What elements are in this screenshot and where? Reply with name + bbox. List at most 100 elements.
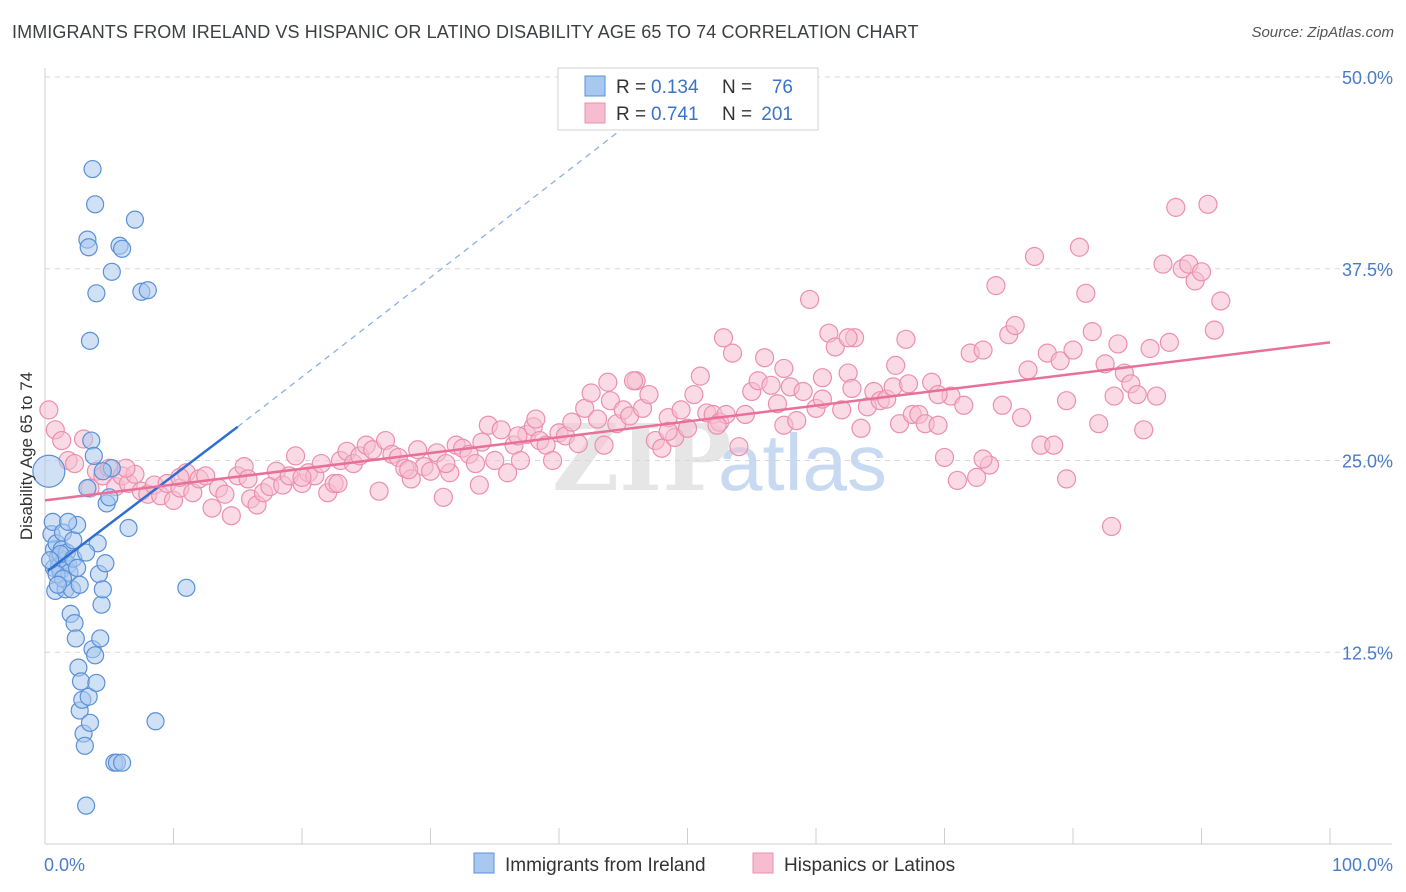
hispanics-point [311, 453, 331, 474]
chart-title: IMMIGRANTS FROM IRELAND VS HISPANIC OR L… [12, 22, 919, 42]
hispanics-point [722, 343, 743, 363]
hispanics-point [328, 473, 348, 494]
legend-r-value-1: 0.134 [651, 77, 699, 98]
legend-r-label-1: R = [616, 77, 646, 98]
trendline-ireland [46, 425, 239, 572]
legend-n-label-2: N = [722, 104, 752, 125]
hispanics-point [1101, 516, 1122, 537]
ireland-point [75, 736, 94, 755]
hispanics-point [465, 453, 486, 474]
y-tick-label-3: 50.0% [1342, 68, 1393, 88]
bottom-legend-swatch-ireland [473, 852, 495, 874]
y-axis-label: Disability Age 65 to 74 [17, 372, 36, 540]
hispanics-point [992, 395, 1012, 415]
hispanics-point [947, 470, 967, 491]
hispanics-point [1153, 254, 1173, 274]
hispanics-point [292, 467, 312, 487]
hispanics-point [883, 377, 903, 397]
ireland-point [48, 575, 67, 594]
hispanics-point [1159, 332, 1179, 352]
hispanics-point [510, 450, 531, 471]
hispanics-point [842, 378, 862, 399]
ireland-point [91, 629, 110, 648]
hispanics-point [52, 430, 72, 451]
hispanics-point [761, 375, 781, 395]
ireland-point [41, 551, 60, 570]
hispanics-point [729, 437, 749, 457]
hispanics-point [1044, 435, 1064, 455]
hispanics-point [896, 329, 916, 349]
hispanics-point [1166, 197, 1186, 217]
hispanics-point [851, 418, 871, 438]
hispanics-point [838, 328, 858, 348]
hispanics-point [928, 415, 948, 435]
hispanics-point [369, 481, 389, 501]
hispanics-point [623, 371, 644, 391]
ireland-point [112, 753, 132, 772]
hispanics-point [690, 366, 710, 386]
hispanics-point [754, 348, 775, 368]
hispanics-point [767, 394, 788, 414]
ireland-point [83, 159, 102, 179]
ireland-point [82, 431, 101, 450]
bottom-legend-label-ireland: Immigrants from Ireland [505, 855, 706, 876]
hispanics-point [677, 418, 698, 438]
hispanics-point [1134, 420, 1154, 440]
y-tick-label-2: 37.5% [1342, 260, 1393, 280]
ireland-point [177, 578, 196, 597]
ireland-point [87, 673, 106, 693]
hispanics-point [707, 415, 727, 435]
hispanics-point [713, 328, 734, 348]
hispanics-point [238, 469, 258, 489]
hispanics-point [1063, 340, 1083, 360]
ireland-point [80, 331, 100, 350]
hispanics-point [542, 450, 563, 471]
hispanics-point [64, 453, 85, 474]
x-tick-label-0: 0.0% [44, 855, 85, 875]
hispanics-point [594, 435, 614, 455]
ireland-point [102, 262, 121, 281]
ireland-point [68, 558, 87, 577]
hispanics-point [1108, 334, 1128, 354]
hispanics-point [1127, 384, 1147, 405]
hispanics-point [639, 384, 659, 405]
legend-n-label-1: N = [722, 77, 752, 98]
legend-r-value-2: 0.741 [651, 104, 699, 125]
hispanics-point [973, 449, 993, 469]
watermark-zip: ZIP [552, 404, 731, 512]
hispanics-point [1198, 194, 1218, 214]
tick-labels: 12.5% 25.0% 37.5% 50.0% 0.0% 100.0% [44, 68, 1393, 875]
hispanics-point [799, 289, 820, 310]
hispanics-point [285, 446, 306, 466]
ireland-point [138, 281, 157, 300]
legend-n-value-1: 76 [772, 77, 793, 98]
hispanics-point [485, 450, 505, 471]
hispanics-point [433, 487, 453, 507]
ireland-point [79, 687, 98, 706]
hispanics-point [498, 463, 518, 483]
hispanics-point [1211, 291, 1231, 311]
hispanics-point [787, 411, 807, 431]
hispanics-point [202, 498, 222, 518]
trendline-ireland-extension [237, 102, 656, 428]
ireland-point [87, 284, 106, 303]
hispanics-point [1005, 315, 1025, 336]
hispanics-point [934, 447, 955, 468]
ireland-point [79, 238, 98, 257]
hispanics-point [1140, 338, 1160, 359]
hispanics-point [928, 384, 948, 405]
hispanics-point [1069, 237, 1090, 257]
ireland-point [112, 239, 132, 258]
ireland-point [71, 672, 91, 691]
bottom-legend-swatch-hispanics [752, 852, 774, 874]
hispanics-point [658, 421, 678, 441]
ireland-point [86, 195, 105, 214]
legend-n-value-2: 201 [761, 104, 793, 125]
ireland-point [32, 454, 66, 488]
grid [45, 76, 1392, 653]
hispanics-point [1146, 386, 1167, 406]
ireland-point [77, 796, 96, 815]
bottom-legend-label-hispanics: Hispanics or Latinos [784, 855, 955, 876]
ireland-point [119, 518, 138, 538]
legend-r-label-2: R = [616, 104, 646, 125]
